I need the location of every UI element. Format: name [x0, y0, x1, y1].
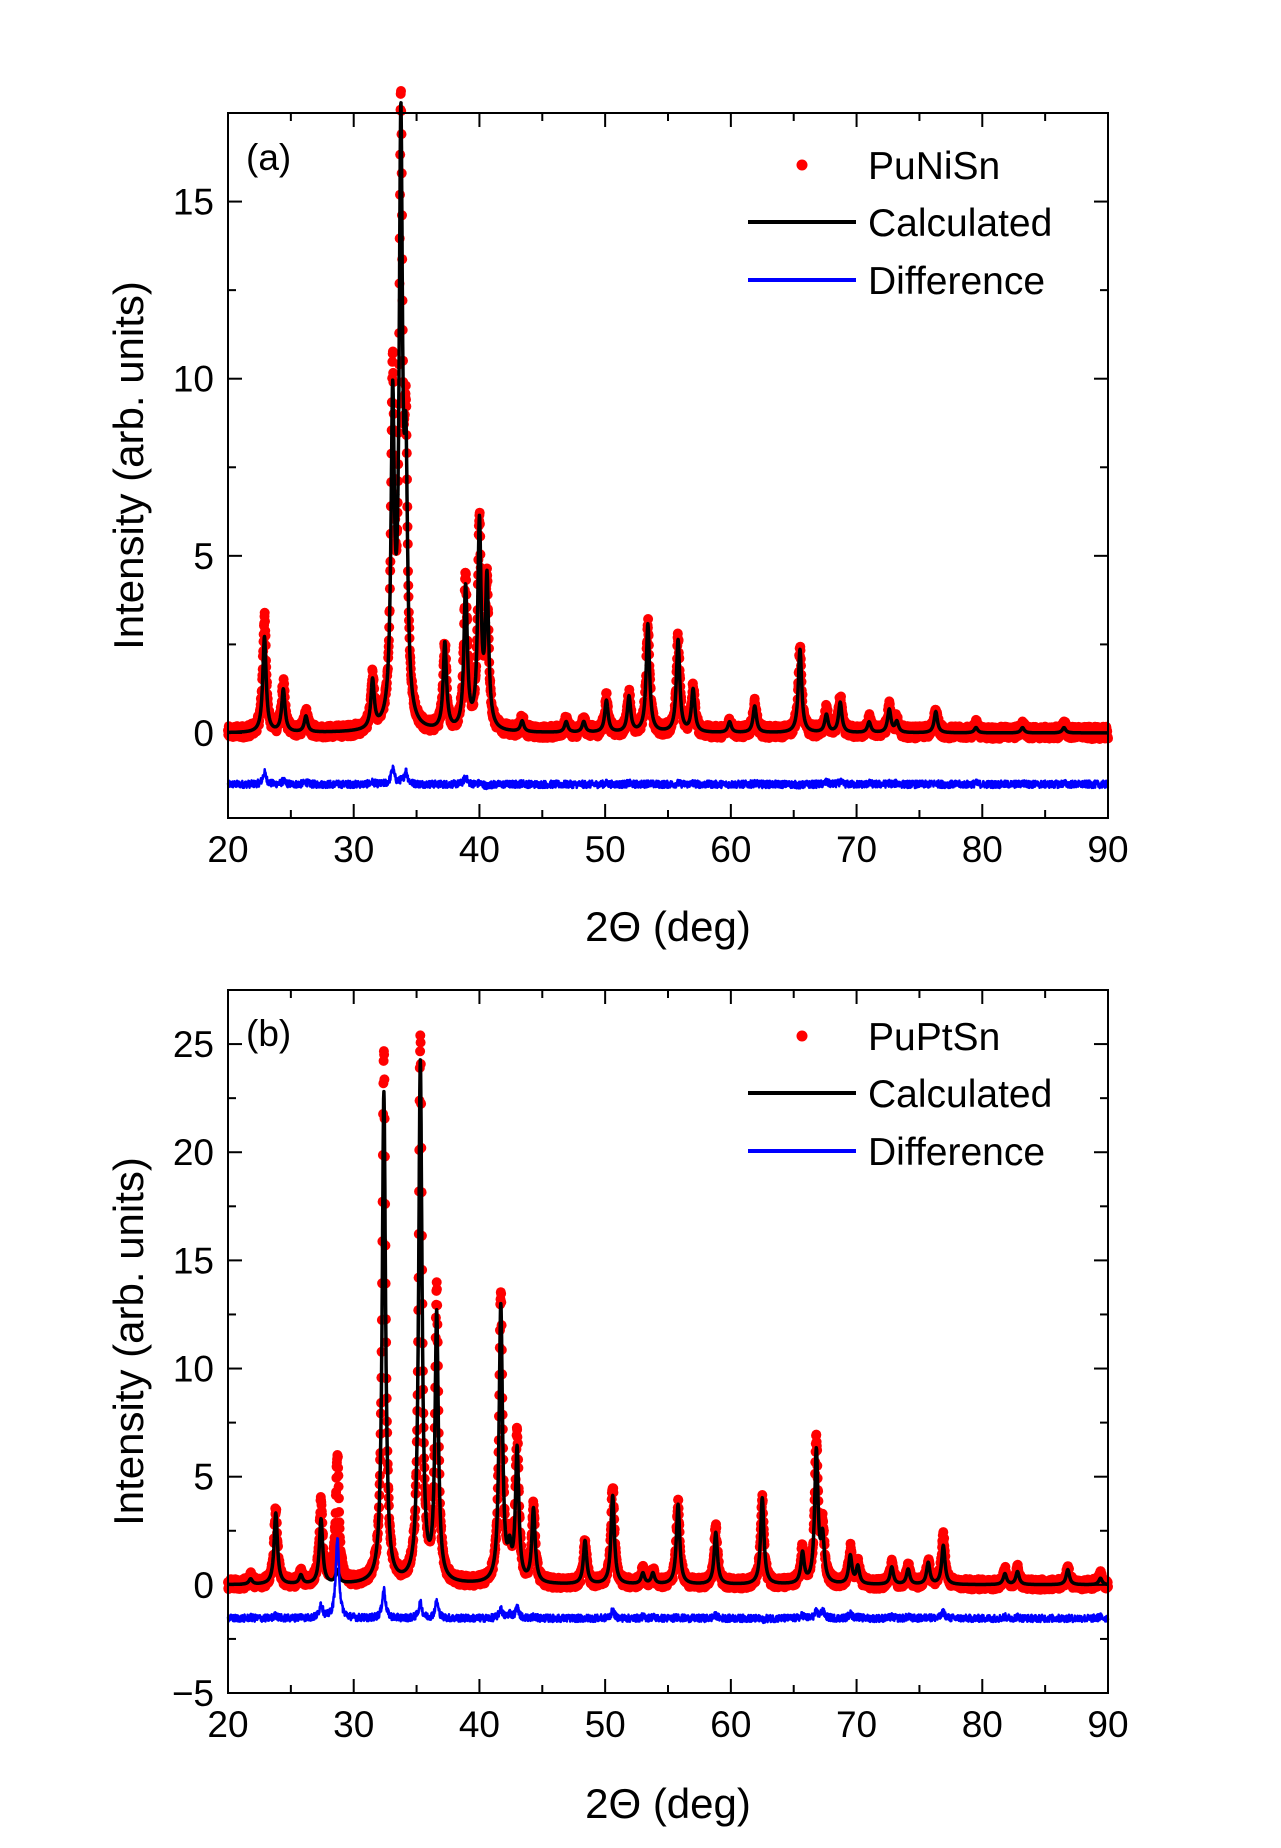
panel-b-plot-area [223, 1030, 1113, 1625]
y-tick-label: 5 [193, 536, 214, 577]
observed-point [474, 507, 485, 518]
observed-point [482, 563, 492, 574]
panel-a-label: (a) [246, 137, 291, 178]
observed-point [388, 367, 399, 378]
observed-point [334, 1507, 345, 1517]
x-tick-label: 30 [333, 829, 374, 870]
x-tick-label: 60 [710, 829, 751, 870]
observed-point [332, 1451, 343, 1462]
panel-a-chart: 20 30 40 50 60 70 80 90 0 5 10 15 (a) PuNiSn Calcul… [105, 86, 1129, 950]
observed-point [333, 1470, 344, 1481]
panel-a-x-axis-title: 2Θ (deg) [585, 903, 751, 950]
observed-point [396, 86, 406, 96]
observed-point [496, 1288, 507, 1299]
observed-point [334, 1523, 345, 1534]
x-tick-label: 70 [836, 829, 877, 870]
x-tick-label: 80 [962, 829, 1003, 870]
panel-a-legend: PuNiSn Calculated Difference [748, 145, 1052, 303]
panel-a-y-axis-title: Intensity (arb. units) [105, 281, 152, 650]
observed-point [415, 1037, 426, 1048]
observed-point [379, 1074, 390, 1085]
observed-point [259, 607, 270, 618]
observed-point [461, 575, 472, 585]
panel-a-plot-area [223, 86, 1113, 791]
x-tick-label: 20 [207, 829, 248, 870]
panel-a-legend-observed: PuNiSn [868, 145, 1000, 188]
x-tick-label: 40 [459, 829, 500, 870]
observed-point [601, 688, 612, 699]
x-tick-label: 50 [585, 829, 626, 870]
panel-a-legend-marker-observed [796, 159, 808, 171]
observed-point [333, 1481, 344, 1492]
y-tick-label: 0 [193, 713, 214, 754]
panel-a-calculated-line [226, 101, 1110, 735]
y-tick-label: 15 [173, 182, 214, 223]
panel-a-legend-difference: Difference [868, 260, 1045, 303]
observed-point [431, 1284, 442, 1295]
observed-point [379, 1049, 390, 1060]
observed-point [387, 346, 398, 357]
panel-a-difference-line [226, 764, 1110, 791]
panel-a-legend-calculated: Calculated [868, 202, 1052, 245]
observed-point [415, 1046, 426, 1057]
observed-point [333, 1493, 344, 1504]
y-tick-label: 10 [173, 359, 214, 400]
x-tick-label: 90 [1087, 829, 1128, 870]
observed-point [260, 616, 270, 627]
